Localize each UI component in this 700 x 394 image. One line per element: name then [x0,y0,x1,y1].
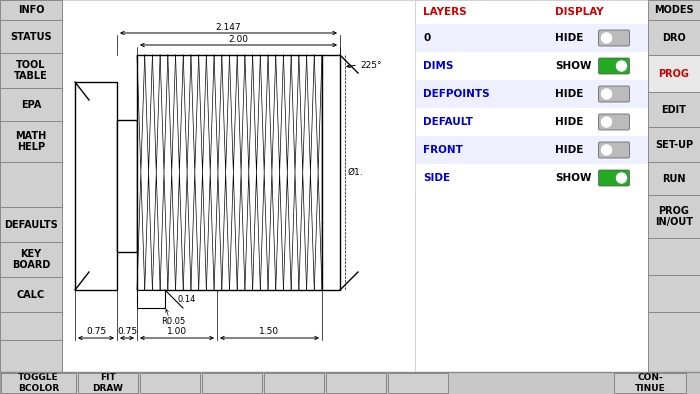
Text: MODES: MODES [654,5,694,15]
Text: R0.05: R0.05 [161,318,185,327]
Bar [648,275,700,312]
Text: HIDE: HIDE [555,89,583,99]
Bar [648,92,700,127]
Bar [0,340,62,372]
Text: HIDE: HIDE [555,145,583,155]
Text: RUN: RUN [662,173,686,184]
Text: 225°: 225° [360,61,382,69]
Bar [202,373,262,393]
Text: 135°: 135° [118,147,140,156]
Text: INFO: INFO [18,5,44,15]
Text: 2.147: 2.147 [216,22,241,32]
Text: DISPLAY: DISPLAY [555,7,603,17]
Bar [0,0,62,20]
Circle shape [601,117,612,127]
Bar [415,108,648,136]
Bar [388,373,448,393]
Bar [415,0,648,372]
Bar [415,136,648,164]
Bar [140,373,200,393]
Text: 1.00: 1.00 [167,327,187,336]
Bar [648,238,700,275]
Bar [137,55,322,290]
Text: Ø1.: Ø1. [348,168,363,177]
Text: DIMS: DIMS [423,61,454,71]
Bar [0,53,62,88]
Text: MATH
HELP: MATH HELP [15,131,47,152]
Text: FIT
DRAW: FIT DRAW [92,373,123,393]
Text: DEFAULTS: DEFAULTS [4,219,58,229]
Text: KEY
BOARD: KEY BOARD [12,249,50,270]
Text: 0.07: 0.07 [141,297,160,305]
Text: SET-UP: SET-UP [655,139,693,149]
Bar [0,162,62,207]
Text: CALC: CALC [17,290,45,299]
Bar [415,164,648,192]
Bar [648,312,700,372]
Bar [117,120,137,252]
Bar [78,373,138,393]
FancyBboxPatch shape [598,114,629,130]
Text: DRO: DRO [662,32,686,43]
Bar [648,20,700,55]
Text: 0.75: 0.75 [86,327,106,336]
Bar [415,80,648,108]
Bar [648,0,700,20]
Text: CON-
TINUE: CON- TINUE [635,373,666,393]
Bar [415,52,648,80]
Bar [62,0,415,372]
Text: SHOW: SHOW [555,61,592,71]
Text: TOOL
TABLE: TOOL TABLE [14,60,48,81]
Bar [0,277,62,312]
FancyBboxPatch shape [598,170,629,186]
FancyBboxPatch shape [598,58,629,74]
Text: EPA: EPA [21,100,41,110]
Bar [614,373,686,393]
Text: HIDE: HIDE [555,33,583,43]
Text: SIDE: SIDE [423,173,450,183]
Text: TOGGLE
BCOLOR: TOGGLE BCOLOR [18,373,59,393]
Text: 1.50: 1.50 [260,327,279,336]
Circle shape [601,33,612,43]
Text: FRONT: FRONT [423,145,463,155]
Text: 0.14: 0.14 [178,294,196,303]
Text: 0.75: 0.75 [117,327,137,336]
Bar [0,20,62,53]
Bar [322,55,340,290]
Bar [415,24,648,52]
Bar [0,312,62,340]
Text: HIDE: HIDE [555,117,583,127]
Bar [0,372,700,394]
FancyBboxPatch shape [598,142,629,158]
Circle shape [601,89,612,99]
Bar [0,121,62,162]
Bar [648,127,700,162]
Text: DEFPOINTS: DEFPOINTS [423,89,489,99]
Text: SHOW: SHOW [555,173,592,183]
Text: 0: 0 [423,33,430,43]
Text: PROG: PROG [659,69,690,78]
FancyBboxPatch shape [598,86,629,102]
Text: 2.00: 2.00 [228,35,248,43]
Bar [0,207,62,242]
Bar [648,162,700,195]
FancyBboxPatch shape [598,30,629,46]
Text: DEFAULT: DEFAULT [423,117,473,127]
Bar [326,373,386,393]
Bar [0,88,62,121]
Bar [264,373,324,393]
Text: STATUS: STATUS [10,32,52,41]
Text: EDIT: EDIT [662,104,687,115]
Circle shape [617,61,626,71]
Bar [648,55,700,92]
Bar [1,373,76,393]
Bar [75,82,117,290]
Bar [648,195,700,238]
Circle shape [617,173,626,183]
Bar [0,242,62,277]
Text: LAYERS: LAYERS [423,7,467,17]
Text: PROG
IN/OUT: PROG IN/OUT [655,206,693,227]
Circle shape [601,145,612,155]
Bar [137,290,165,308]
